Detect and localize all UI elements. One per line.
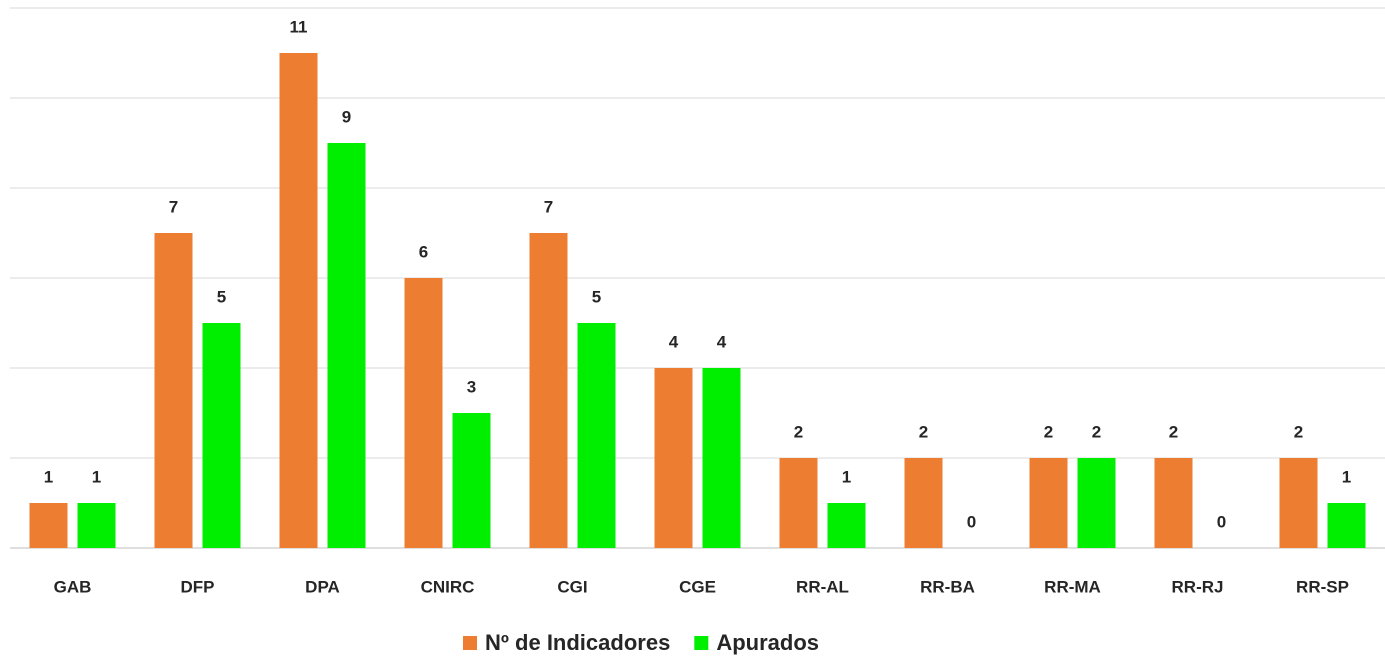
- data-label: 3: [467, 377, 476, 396]
- data-label: 2: [1092, 422, 1101, 441]
- x-tick-label: RR-SP: [1296, 577, 1349, 596]
- data-label: 2: [919, 422, 928, 441]
- data-label: 4: [717, 332, 727, 351]
- bar: [77, 503, 116, 548]
- data-label: 1: [842, 467, 851, 486]
- x-tick-label: GAB: [54, 577, 92, 596]
- bar: [827, 503, 866, 548]
- data-label: 7: [169, 197, 178, 216]
- data-label: 5: [217, 287, 226, 306]
- legend-swatch: [694, 636, 709, 650]
- x-tick-label: DFP: [181, 577, 215, 596]
- bar: [1279, 458, 1318, 548]
- legend-swatch: [463, 636, 477, 650]
- bar: [1327, 503, 1366, 548]
- bar: [1029, 458, 1068, 548]
- data-label: 0: [967, 512, 976, 531]
- x-tick-label: RR-MA: [1044, 577, 1101, 596]
- x-tick-label: RR-AL: [796, 577, 849, 596]
- legend-label: Apurados: [716, 630, 819, 655]
- bar: [29, 503, 68, 548]
- data-label: 0: [1217, 512, 1226, 531]
- data-label: 6: [419, 242, 428, 261]
- bar: [327, 143, 366, 548]
- bar: [779, 458, 818, 548]
- bar: [202, 323, 241, 548]
- bar: [404, 278, 443, 548]
- bar: [154, 233, 193, 548]
- data-label: 1: [1342, 467, 1351, 486]
- bar: [529, 233, 568, 548]
- bar: [452, 413, 491, 548]
- data-label: 11: [290, 17, 308, 36]
- x-tick-label: CGE: [679, 577, 716, 596]
- data-label: 5: [592, 287, 601, 306]
- x-tick-label: RR-RJ: [1172, 577, 1224, 596]
- data-label: 9: [342, 107, 351, 126]
- x-tick-label: DPA: [305, 577, 340, 596]
- data-label: 2: [1169, 422, 1178, 441]
- legend-label: Nº de Indicadores: [485, 630, 670, 655]
- data-label: 1: [92, 467, 101, 486]
- bar: [702, 368, 741, 548]
- data-label: 2: [1044, 422, 1053, 441]
- bar: [1077, 458, 1116, 548]
- data-label: 2: [794, 422, 803, 441]
- bar: [279, 53, 318, 548]
- x-tick-label: RR-BA: [920, 577, 975, 596]
- bar: [904, 458, 943, 548]
- x-tick-label: CNIRC: [421, 577, 475, 596]
- x-tick-label: CGI: [557, 577, 587, 596]
- data-label: 1: [44, 467, 53, 486]
- data-label: 4: [669, 332, 679, 351]
- data-label: 7: [544, 197, 553, 216]
- data-label: 2: [1294, 422, 1303, 441]
- bar: [1154, 458, 1193, 548]
- bar: [577, 323, 616, 548]
- bar: [654, 368, 693, 548]
